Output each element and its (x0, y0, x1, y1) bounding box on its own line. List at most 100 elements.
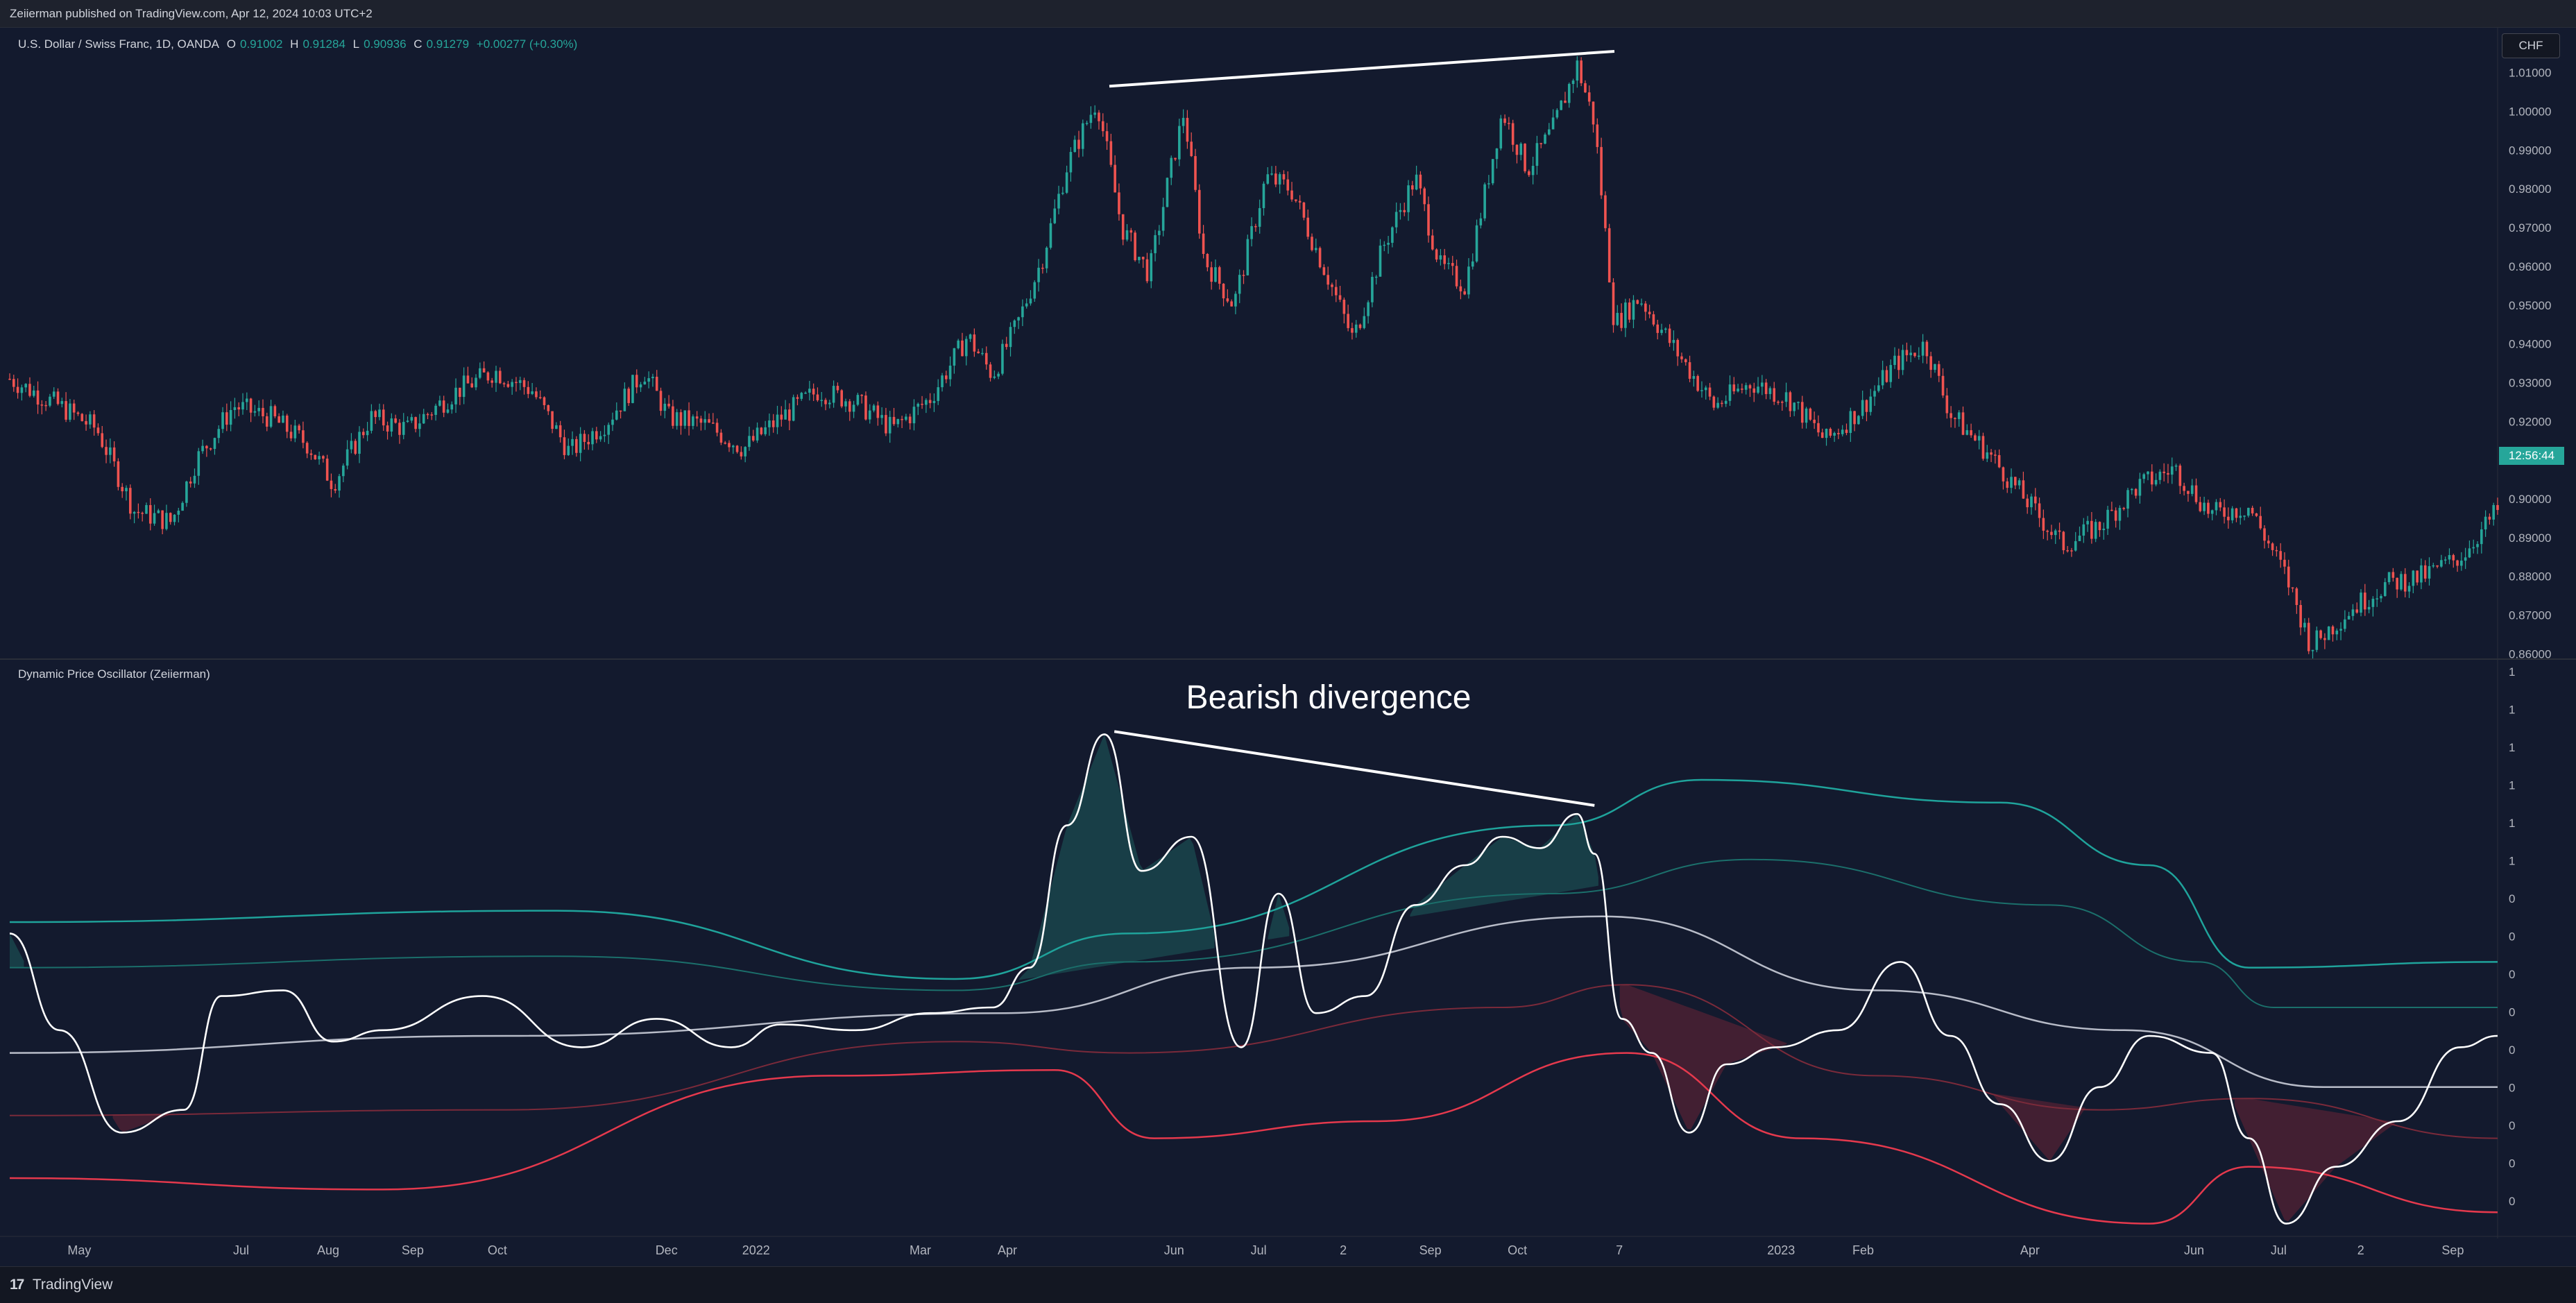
candle-body (1383, 244, 1386, 246)
candle-body (2207, 502, 2210, 514)
candle-body (2239, 516, 2242, 518)
candle-body (2496, 504, 2499, 511)
currency-button[interactable]: CHF (2502, 33, 2560, 58)
candle-body (1005, 343, 1008, 348)
candle-body (217, 429, 221, 438)
candle-body (1829, 428, 1832, 436)
candle-body (964, 339, 968, 357)
candle-body (438, 400, 441, 406)
candle-body (522, 380, 526, 387)
candle-body (808, 389, 811, 393)
oscillator-axis-label: 0 (2509, 892, 2515, 905)
candle-body (1057, 194, 1060, 209)
candle-body (567, 445, 570, 455)
candle-body (225, 412, 228, 425)
candle-body (679, 412, 683, 426)
candle-body (2070, 550, 2073, 552)
candle-body (2247, 507, 2250, 516)
oscillator-axis-label: 1 (2509, 779, 2515, 792)
candle-body (1508, 123, 1510, 124)
price-trendline[interactable] (1109, 49, 1615, 88)
candle-body (639, 384, 642, 388)
candle-body (1905, 350, 1909, 355)
time-axis-label: 2 (1340, 1243, 1347, 1257)
time-axis-label: Sep (402, 1243, 424, 1257)
candle-body (1800, 402, 1804, 423)
candle-body (422, 414, 425, 424)
candle-body (1640, 303, 1643, 305)
footer-brand[interactable]: TradingView (32, 1277, 113, 1293)
candle-body (1234, 293, 1237, 307)
candle-body (2074, 540, 2077, 551)
candle-body (145, 504, 148, 514)
candle-body (2026, 498, 2029, 508)
candle-body (2122, 508, 2126, 509)
candle-body (635, 375, 638, 388)
candle-body (816, 394, 819, 400)
candle-body (2082, 524, 2085, 536)
candle-body (1295, 199, 1297, 201)
oscillator-trendline[interactable] (1114, 730, 1595, 807)
candle-body (2042, 518, 2045, 531)
candle-body (1865, 400, 1868, 412)
candle-body (1270, 173, 1273, 175)
candle-body (233, 407, 237, 410)
candle-body (591, 431, 594, 445)
candle-body (36, 390, 40, 405)
candle-body (2303, 622, 2306, 628)
candle-body (2367, 606, 2371, 610)
oscillator-line[interactable] (9, 733, 2498, 1225)
candle-body (948, 365, 952, 380)
candle-body (2383, 582, 2387, 597)
candle-body (1587, 92, 1591, 102)
candle-body (2416, 570, 2419, 583)
oscillator-axis-label: 0 (2509, 1006, 2515, 1019)
candle-body (1761, 382, 1764, 387)
candle-body (2327, 626, 2330, 640)
time-axis-label: Aug (317, 1243, 339, 1257)
candle-body (1491, 159, 1494, 184)
candle-body (189, 482, 192, 484)
time-axis-label: Dec (656, 1243, 678, 1257)
price-axis-label: 0.92000 (2509, 415, 2551, 428)
candle-body (2371, 598, 2375, 607)
candle-body (760, 427, 763, 434)
candle-body (185, 482, 188, 503)
candle-body (937, 387, 940, 401)
chart-area[interactable]: 1.01000 1.00000 0.99000 0.98000 0.97000 0.960… (0, 28, 2576, 1266)
candle-body (2299, 604, 2302, 628)
candle-body (531, 391, 534, 394)
candle-body (1576, 60, 1579, 81)
candle-body (1222, 283, 1225, 299)
candle-body (1793, 402, 1795, 411)
candle-body (1174, 157, 1177, 160)
candle-body (1105, 131, 1109, 142)
candle-body (1833, 433, 1836, 436)
candle-body (1580, 60, 1583, 83)
candle-body (1929, 356, 1932, 371)
price-axis-label: 0.89000 (2509, 531, 2551, 545)
chart-canvas[interactable]: 1.01000 1.00000 0.99000 0.98000 0.97000 0.960… (0, 28, 2576, 1266)
candle-body (1628, 302, 1631, 320)
candle-body (1061, 192, 1064, 194)
candle-body (1141, 257, 1145, 259)
candle-body (165, 513, 168, 529)
candle-body (1692, 376, 1696, 379)
candle-body (1451, 263, 1454, 266)
candle-body (1258, 207, 1261, 227)
candle-body (209, 448, 212, 450)
candle-body (1374, 276, 1378, 278)
candle-body (2400, 574, 2403, 590)
candle-body (1358, 324, 1362, 328)
candle-body (1467, 266, 1470, 295)
candle-body (655, 376, 658, 391)
time-axis-label: Mar (910, 1243, 931, 1257)
symbol-name: U.S. Dollar / Swiss Franc, 1D, OANDA (18, 37, 220, 51)
candle-body (2460, 561, 2463, 566)
tradingview-logo-icon[interactable]: 17 (10, 1277, 24, 1293)
bearish-zone-fill (2234, 1098, 2395, 1222)
candle-body (1150, 253, 1153, 282)
candle-body (731, 445, 735, 448)
candle-body (148, 504, 152, 524)
candle-body (1447, 263, 1450, 264)
